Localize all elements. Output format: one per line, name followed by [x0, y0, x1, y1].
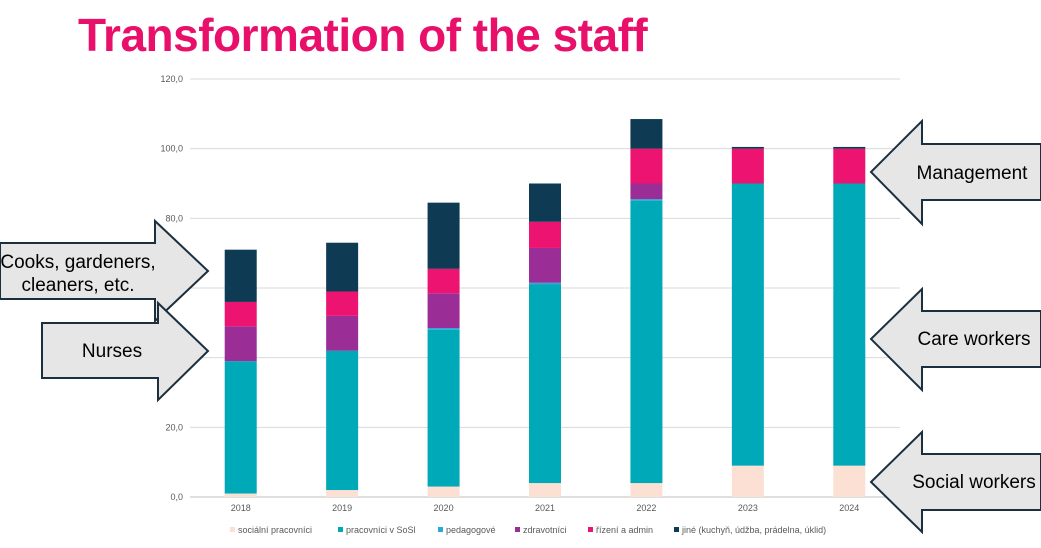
callout-social-workers-label: Social workers: [912, 472, 1036, 493]
bar-segment: [427, 202, 460, 269]
legend-label: pedagogové: [446, 525, 496, 535]
y-tick-label: 0,0: [170, 492, 183, 502]
callout-care-workers-label: Care workers: [918, 329, 1031, 350]
bar-segment: [630, 119, 663, 149]
bar-segment: [529, 282, 561, 285]
callout-management-arrow: [869, 118, 1041, 227]
bar-segment: [529, 483, 561, 497]
bar-segment: [630, 183, 663, 200]
legend-swatch: [515, 527, 520, 532]
bar-segment: [833, 148, 866, 184]
bar-segment: [326, 242, 359, 292]
legend-label: zdravotníci: [523, 525, 567, 535]
callout-social-workers: Social workers: [869, 429, 1041, 535]
x-tick-label: 2019: [332, 503, 352, 513]
legend-swatch: [438, 527, 443, 532]
callout-social-workers-arrow: [869, 429, 1041, 535]
y-tick-label: 80,0: [165, 213, 183, 223]
y-tick-label: 120,0: [160, 74, 183, 84]
legend: sociální pracovníci pracovníci v SoSl peda…: [230, 525, 826, 535]
bar-segment: [529, 247, 561, 283]
callout-nurses-label: Nurses: [82, 341, 142, 362]
bar-segment: [427, 486, 460, 497]
bar-segment: [427, 328, 460, 330]
callout-cooks: Cooks, gardeners, cleaners, etc.: [0, 218, 210, 324]
legend-swatch: [230, 527, 235, 532]
callout-care-workers-arrow: [869, 286, 1041, 393]
bar-segment: [731, 183, 764, 466]
callout-cooks-line1: Cooks, gardeners,: [0, 252, 155, 273]
x-tick-label: 2023: [738, 503, 758, 513]
x-axis-ticks: 2018 2019 2020 2021 2022 2023 2024: [231, 503, 860, 513]
bar-segment: [630, 200, 663, 484]
bar-segment: [427, 293, 460, 329]
bar-segment: [529, 221, 561, 248]
x-tick-label: 2018: [231, 503, 251, 513]
bar-segment: [326, 490, 359, 497]
page-title: Transformation of the staff: [78, 9, 648, 61]
callout-management-label: Management: [917, 163, 1029, 184]
legend-swatch: [674, 527, 679, 532]
bar-segment: [529, 183, 561, 222]
bar-segment: [224, 493, 257, 497]
bar-segment: [833, 146, 866, 149]
bar-segment: [224, 361, 257, 494]
x-tick-label: 2024: [839, 503, 859, 513]
legend-label: pracovníci v SoSl: [346, 525, 416, 535]
callout-nurses-arrow: [41, 300, 210, 403]
callout-cooks-arrow: [0, 218, 210, 324]
bar-segment: [427, 268, 460, 294]
bar-segment: [326, 350, 359, 491]
bar-segment: [224, 301, 257, 327]
bar-segment: [326, 315, 359, 351]
callout-nurses: Nurses: [41, 300, 210, 403]
legend-label: jiné (kuchyň, údžba, prádelna, úklid): [681, 525, 826, 535]
bar-segment: [224, 249, 257, 302]
x-tick-label: 2021: [535, 503, 555, 513]
legend-label: řízení a admin: [596, 525, 653, 535]
y-tick-label: 100,0: [160, 144, 183, 154]
bar-segment: [630, 483, 663, 497]
bar-segment: [833, 465, 866, 497]
bar-segment: [731, 146, 764, 149]
callout-care-workers: Care workers: [869, 286, 1041, 393]
bar-segment: [529, 284, 561, 484]
bar-segment: [833, 183, 866, 466]
callout-cooks-line2: cleaners, etc.: [22, 275, 135, 296]
callout-management: Management: [869, 118, 1041, 227]
bar-segment: [630, 148, 663, 184]
bar-segment: [326, 291, 359, 316]
bar-segment: [731, 465, 764, 497]
bar-layer: [224, 119, 866, 497]
bar-segment: [630, 199, 663, 201]
legend-swatch: [588, 527, 593, 532]
legend-label: sociální pracovníci: [238, 525, 312, 535]
bar-segment: [224, 326, 257, 362]
bar-segment: [731, 148, 764, 184]
x-tick-label: 2020: [434, 503, 454, 513]
x-tick-label: 2022: [636, 503, 656, 513]
y-tick-label: 20,0: [165, 422, 183, 432]
bar-segment: [427, 329, 460, 487]
legend-swatch: [338, 527, 343, 532]
